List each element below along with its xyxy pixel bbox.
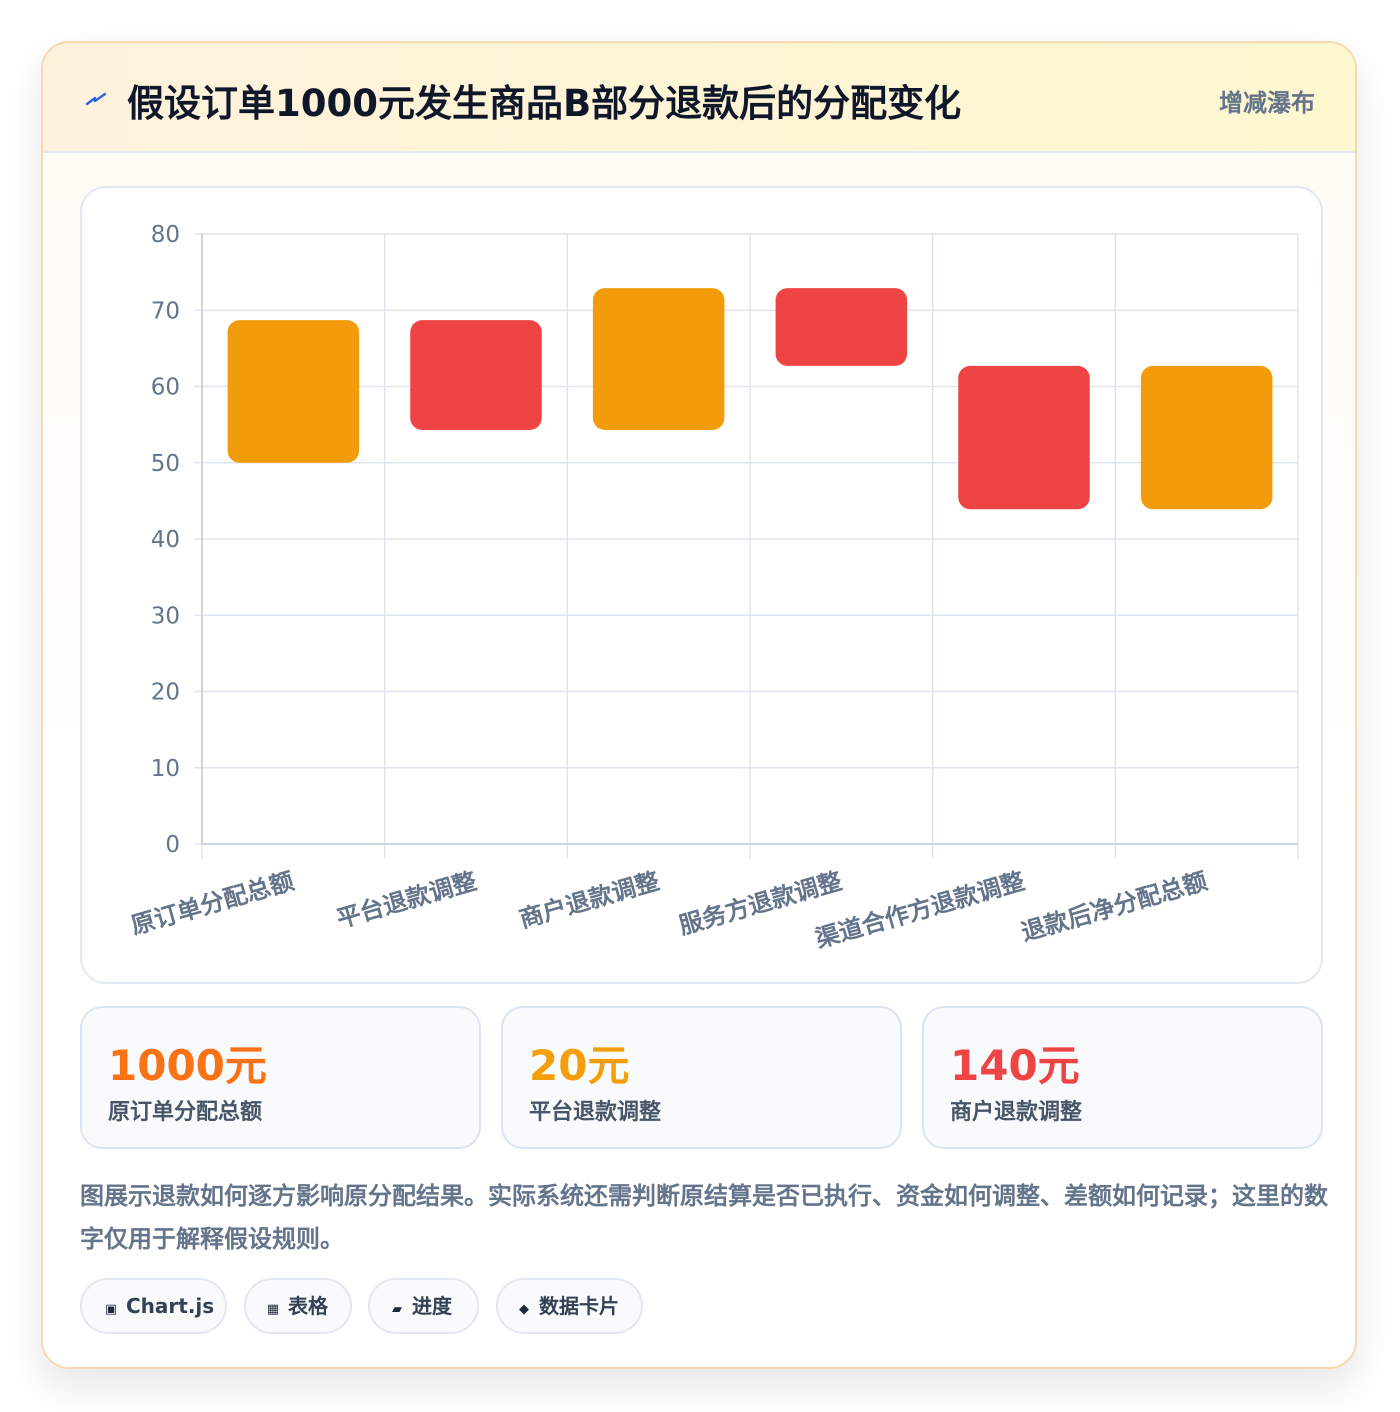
chart-card: 假设订单1000元发生商品B部分退款后的分配变化 增减瀑布 0 10 20 30 40 5…: [41, 41, 1357, 1369]
stat-label: 商户退款调整: [950, 1100, 1083, 1125]
waterfall-bar: [958, 365, 1090, 510]
y-tick-label: 0: [165, 832, 180, 858]
x-tick-label: 商户退款调整: [516, 867, 662, 934]
waterfall-bar: [775, 288, 908, 366]
bolt-icon: [85, 92, 107, 106]
stat-card-original-total: 1000元 原订单分配总额: [80, 1006, 481, 1149]
waterfall-bar: [227, 320, 360, 463]
chip-label: 进度: [412, 1294, 452, 1318]
chip-data-card[interactable]: ◆ 数据卡片: [496, 1278, 643, 1334]
chip-progress[interactable]: ▰ 进度: [368, 1278, 479, 1334]
stat-card-platform-refund: 20元 平台退款调整: [501, 1006, 902, 1149]
chart-panel: 0 10 20 30 40 50 60 70 80 原订单分配总额 平台退款调整 商户退款调整 服务方退…: [80, 186, 1323, 984]
waterfall-bar: [410, 320, 542, 430]
waterfall-bar: [1140, 365, 1273, 510]
waterfall-bar: [592, 288, 725, 430]
stat-value: 1000元: [108, 1041, 267, 1090]
y-tick-label: 30: [151, 603, 180, 629]
data-card-icon: ◆: [519, 1302, 529, 1317]
chart-type-tag: 增减瀑布: [1219, 89, 1315, 117]
stat-label: 平台退款调整: [529, 1100, 662, 1125]
chip-chartjs[interactable]: ▣ Chart.js: [80, 1278, 227, 1334]
stat-value: 140元: [950, 1041, 1080, 1090]
y-tick-label: 60: [151, 375, 180, 401]
chip-label: 表格: [288, 1294, 328, 1318]
y-tick-label: 70: [151, 298, 180, 324]
y-tick-label: 80: [151, 222, 180, 248]
table-icon: ▦: [266, 1302, 280, 1317]
y-tick-label: 20: [151, 680, 180, 706]
card-header: 假设订单1000元发生商品B部分退款后的分配变化 增减瀑布: [43, 43, 1355, 153]
y-tick-label: 50: [151, 451, 180, 477]
chip-label: Chart.js: [126, 1294, 215, 1318]
chip-label: 数据卡片: [539, 1294, 619, 1318]
stat-value: 20元: [529, 1041, 630, 1090]
x-tick-label: 原订单分配总额: [128, 867, 297, 940]
chart-icon: ▣: [104, 1302, 118, 1317]
explanation-note: 图展示退款如何逐方影响原分配结果。实际系统还需判断原结算是否已执行、资金如何调整…: [80, 1182, 1328, 1253]
stat-label: 原订单分配总额: [108, 1100, 263, 1125]
y-tick-label: 40: [151, 527, 180, 553]
x-tick-label: 退款后净分配总额: [1018, 867, 1210, 947]
page-title: 假设订单1000元发生商品B部分退款后的分配变化: [127, 82, 962, 125]
x-tick-label: 渠道合作方退款调整: [812, 867, 1027, 953]
y-tick-label: 10: [151, 756, 180, 782]
chip-table[interactable]: ▦ 表格: [244, 1278, 352, 1334]
stat-card-merchant-refund: 140元 商户退款调整: [922, 1006, 1323, 1149]
progress-icon: ▰: [392, 1302, 402, 1317]
x-tick-label: 平台退款调整: [334, 867, 480, 934]
